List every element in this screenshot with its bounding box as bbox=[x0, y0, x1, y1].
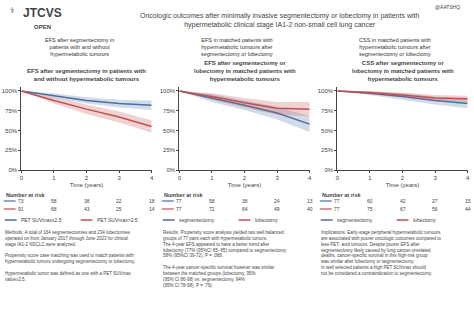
svg-text:0: 0 bbox=[20, 175, 24, 181]
svg-text:75: 75 bbox=[367, 206, 373, 212]
svg-text:EFS in matched patients withhy: EFS in matched patients withhypermetabol… bbox=[201, 37, 273, 57]
svg-text:60: 60 bbox=[367, 198, 373, 204]
svg-text:0: 0 bbox=[336, 175, 340, 181]
svg-text:1: 1 bbox=[52, 175, 56, 181]
svg-text:77: 77 bbox=[334, 206, 340, 212]
svg-text:14: 14 bbox=[149, 206, 155, 212]
svg-text:Number at risk: Number at risk bbox=[322, 192, 361, 198]
svg-text:PET SUVmax>2.5: PET SUVmax>2.5 bbox=[97, 217, 138, 223]
svg-text:EFS after segmentectomy orlobe: EFS after segmentectomy orlobectomy in m… bbox=[194, 60, 296, 82]
svg-text:58: 58 bbox=[209, 198, 215, 204]
svg-text:91: 91 bbox=[18, 206, 24, 212]
svg-text:77: 77 bbox=[176, 206, 182, 212]
svg-text:JTCVS: JTCVS bbox=[23, 6, 62, 20]
svg-text:50%: 50% bbox=[321, 128, 334, 134]
svg-text:100%: 100% bbox=[318, 88, 334, 94]
svg-text:15: 15 bbox=[465, 198, 471, 204]
svg-text:Time (years): Time (years) bbox=[386, 182, 419, 188]
svg-text:EFS after segmentectomy in pat: EFS after segmentectomy in patients with… bbox=[27, 68, 146, 82]
svg-text:Time (years): Time (years) bbox=[228, 182, 261, 188]
svg-text:58: 58 bbox=[51, 198, 57, 204]
svg-text:67: 67 bbox=[400, 206, 406, 212]
svg-text:100%: 100% bbox=[2, 88, 18, 94]
svg-text:lobectomy: lobectomy bbox=[413, 217, 436, 223]
svg-text:EFS after segmentectomy inpati: EFS after segmentectomy inpatients with … bbox=[45, 37, 114, 57]
svg-text:38: 38 bbox=[84, 198, 90, 204]
svg-text:1: 1 bbox=[210, 175, 214, 181]
svg-text:2: 2 bbox=[243, 175, 247, 181]
svg-text:Results: Propensity score anal: Results: Propensity score analysis yield… bbox=[163, 230, 287, 288]
svg-text:Oncologic outcomes after minim: Oncologic outcomes after minimally invas… bbox=[140, 12, 419, 29]
svg-text:25%: 25% bbox=[163, 147, 176, 153]
svg-text:25%: 25% bbox=[321, 147, 334, 153]
svg-text:27: 27 bbox=[432, 198, 438, 204]
svg-text:3: 3 bbox=[275, 175, 279, 181]
svg-text:44: 44 bbox=[465, 206, 471, 212]
svg-text:43: 43 bbox=[84, 206, 90, 212]
svg-text:0%: 0% bbox=[166, 167, 175, 173]
svg-text:77: 77 bbox=[334, 198, 340, 204]
svg-text:100%: 100% bbox=[160, 88, 176, 94]
svg-text:38: 38 bbox=[242, 198, 248, 204]
svg-text:22: 22 bbox=[116, 198, 122, 204]
svg-text:42: 42 bbox=[400, 198, 406, 204]
svg-text:40: 40 bbox=[307, 206, 313, 212]
svg-text:13: 13 bbox=[307, 198, 313, 204]
svg-text:Time (years): Time (years) bbox=[70, 182, 103, 188]
svg-text:0: 0 bbox=[178, 175, 182, 181]
svg-text:0%: 0% bbox=[324, 167, 333, 173]
svg-text:25: 25 bbox=[116, 206, 122, 212]
svg-text:56: 56 bbox=[432, 206, 438, 212]
svg-text:4: 4 bbox=[308, 175, 312, 181]
svg-text:75%: 75% bbox=[5, 108, 18, 114]
svg-text:CSS after segmentectomy orlobe: CSS after segmentectomy orlobectomy in m… bbox=[352, 60, 454, 82]
svg-text:75%: 75% bbox=[321, 108, 334, 114]
svg-text:25%: 25% bbox=[5, 147, 18, 153]
svg-text:68: 68 bbox=[51, 206, 57, 212]
svg-text:2: 2 bbox=[85, 175, 89, 181]
svg-text:Number at risk: Number at risk bbox=[6, 192, 45, 198]
svg-text:3: 3 bbox=[433, 175, 437, 181]
svg-text:0%: 0% bbox=[8, 167, 17, 173]
svg-text:segmentectomy: segmentectomy bbox=[337, 217, 373, 223]
svg-text:CSS in matched patients withhy: CSS in matched patients withhypermetabol… bbox=[359, 37, 431, 57]
svg-text:72: 72 bbox=[209, 206, 215, 212]
svg-text:64: 64 bbox=[242, 206, 248, 212]
svg-text:Methods: A total of 164 segmen: Methods: A total of 164 segmentectomies … bbox=[5, 230, 135, 282]
svg-text:73: 73 bbox=[18, 198, 24, 204]
svg-text:Number at risk: Number at risk bbox=[164, 192, 203, 198]
svg-text:OPEN: OPEN bbox=[34, 24, 51, 30]
svg-text:50%: 50% bbox=[163, 128, 176, 134]
svg-text:24: 24 bbox=[274, 198, 280, 204]
svg-text:4: 4 bbox=[466, 175, 470, 181]
svg-text:75%: 75% bbox=[163, 108, 176, 114]
svg-text:segmentectomy: segmentectomy bbox=[179, 217, 215, 223]
svg-text:49: 49 bbox=[274, 206, 280, 212]
svg-text:PET SUVmax≤2.5: PET SUVmax≤2.5 bbox=[21, 217, 62, 223]
svg-text:4: 4 bbox=[150, 175, 154, 181]
svg-text:2: 2 bbox=[401, 175, 405, 181]
svg-text:50%: 50% bbox=[5, 128, 18, 134]
svg-text:77: 77 bbox=[176, 198, 182, 204]
svg-text:3: 3 bbox=[117, 175, 121, 181]
svg-text:1: 1 bbox=[368, 175, 372, 181]
svg-text:18: 18 bbox=[149, 198, 155, 204]
svg-text:lobectomy: lobectomy bbox=[255, 217, 278, 223]
svg-text:@AATSHQ: @AATSHQ bbox=[435, 4, 460, 10]
svg-text:Implications: Early-stage peri: Implications: Early-stage peripheral hyp… bbox=[321, 230, 442, 276]
svg-text:⚕: ⚕ bbox=[10, 6, 14, 15]
